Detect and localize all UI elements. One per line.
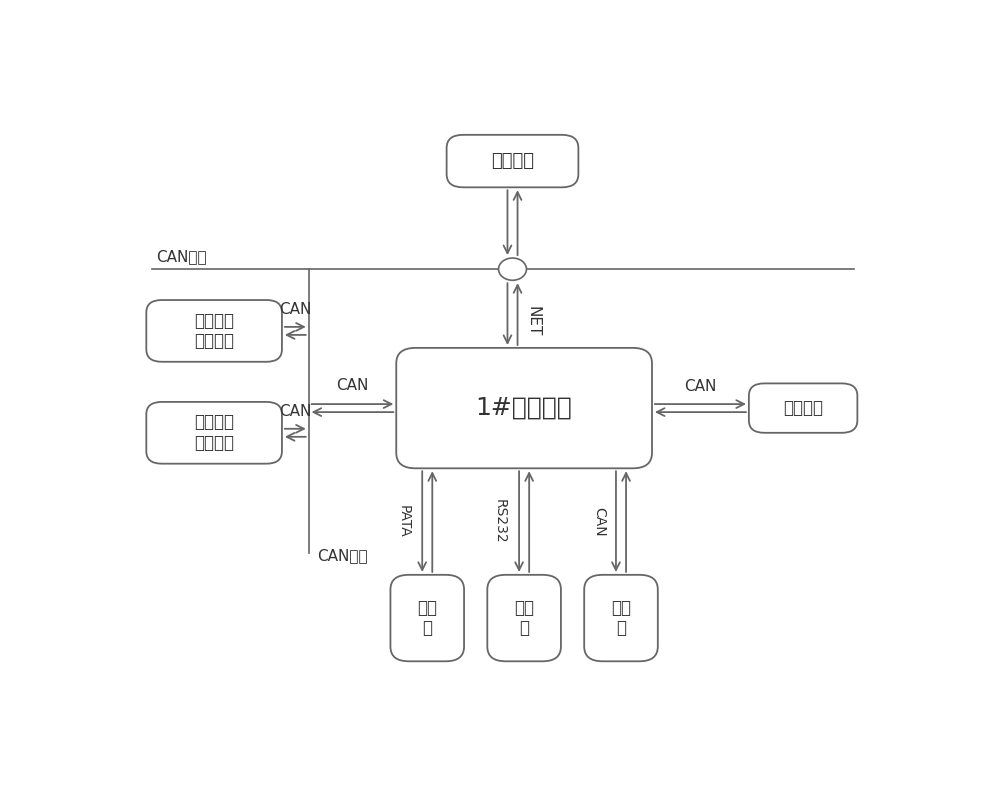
FancyBboxPatch shape — [146, 300, 282, 362]
Text: 触摸
屏: 触摸 屏 — [417, 598, 437, 638]
Text: 1#总控模块: 1#总控模块 — [476, 396, 572, 420]
Text: 电动
车: 电动 车 — [611, 598, 631, 638]
Text: CAN: CAN — [279, 403, 311, 419]
Text: CAN: CAN — [592, 507, 606, 537]
Text: PATA: PATA — [397, 505, 411, 538]
Text: CAN: CAN — [336, 378, 369, 392]
FancyBboxPatch shape — [146, 402, 282, 464]
FancyBboxPatch shape — [390, 575, 464, 662]
Text: NET: NET — [526, 306, 541, 337]
Text: 充电模块: 充电模块 — [783, 399, 823, 417]
FancyBboxPatch shape — [749, 383, 857, 433]
FancyBboxPatch shape — [447, 135, 578, 188]
Text: CAN: CAN — [279, 302, 311, 317]
Text: 后置采集
控制模块: 后置采集 控制模块 — [194, 413, 234, 452]
FancyBboxPatch shape — [396, 348, 652, 468]
FancyBboxPatch shape — [584, 575, 658, 662]
Text: CAN总线: CAN总线 — [317, 549, 368, 564]
Text: 管理后台: 管理后台 — [491, 152, 534, 170]
Text: CAN: CAN — [684, 379, 717, 394]
Text: 读卡
器: 读卡 器 — [514, 598, 534, 638]
Text: RS232: RS232 — [492, 500, 506, 544]
Text: CAN总线: CAN总线 — [156, 249, 207, 264]
FancyBboxPatch shape — [487, 575, 561, 662]
Circle shape — [499, 258, 526, 280]
Text: 前置采集
控制模块: 前置采集 控制模块 — [194, 311, 234, 350]
